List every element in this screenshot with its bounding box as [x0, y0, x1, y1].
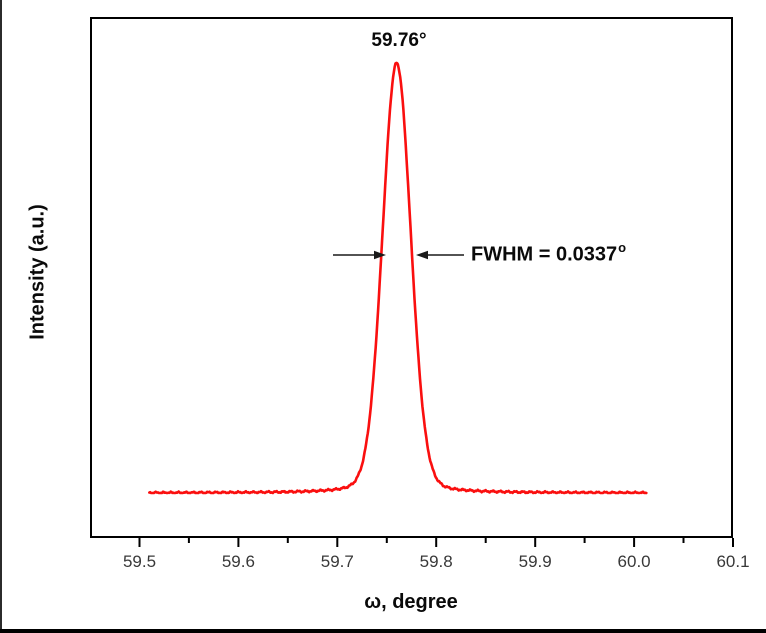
- fwhm-annotation-text: FWHM = 0.0337: [471, 243, 618, 266]
- x-tick-label: 60.1: [716, 552, 750, 571]
- data-series-line: [148, 61, 648, 495]
- x-tick-label: 59.7: [320, 552, 354, 571]
- fwhm-degree-superscript: o: [618, 240, 627, 255]
- x-tick-label: 59.6: [221, 552, 255, 571]
- x-axis-major-ticks: [138, 538, 734, 547]
- plot-frame: [90, 17, 733, 538]
- x-tick-label: 60.0: [617, 552, 651, 571]
- x-tick-label: 59.5: [122, 552, 157, 571]
- fwhm-annotation: FWHM = 0.0337o: [471, 240, 627, 267]
- x-axis-minor-ticks: [187, 538, 685, 543]
- fwhm-right-arrow: [416, 250, 464, 260]
- fwhm-left-arrow: [333, 250, 386, 260]
- image-border-left: [0, 0, 2, 633]
- peak-position-annotation: 59.76°: [371, 30, 427, 51]
- image-border-bottom: [0, 629, 766, 633]
- y-axis-title: Intensity (a.u.): [26, 204, 49, 340]
- x-axis-title: ω, degree: [364, 591, 458, 613]
- x-tick-label: 59.9: [518, 552, 552, 571]
- x-tick-label: 59.8: [419, 552, 453, 571]
